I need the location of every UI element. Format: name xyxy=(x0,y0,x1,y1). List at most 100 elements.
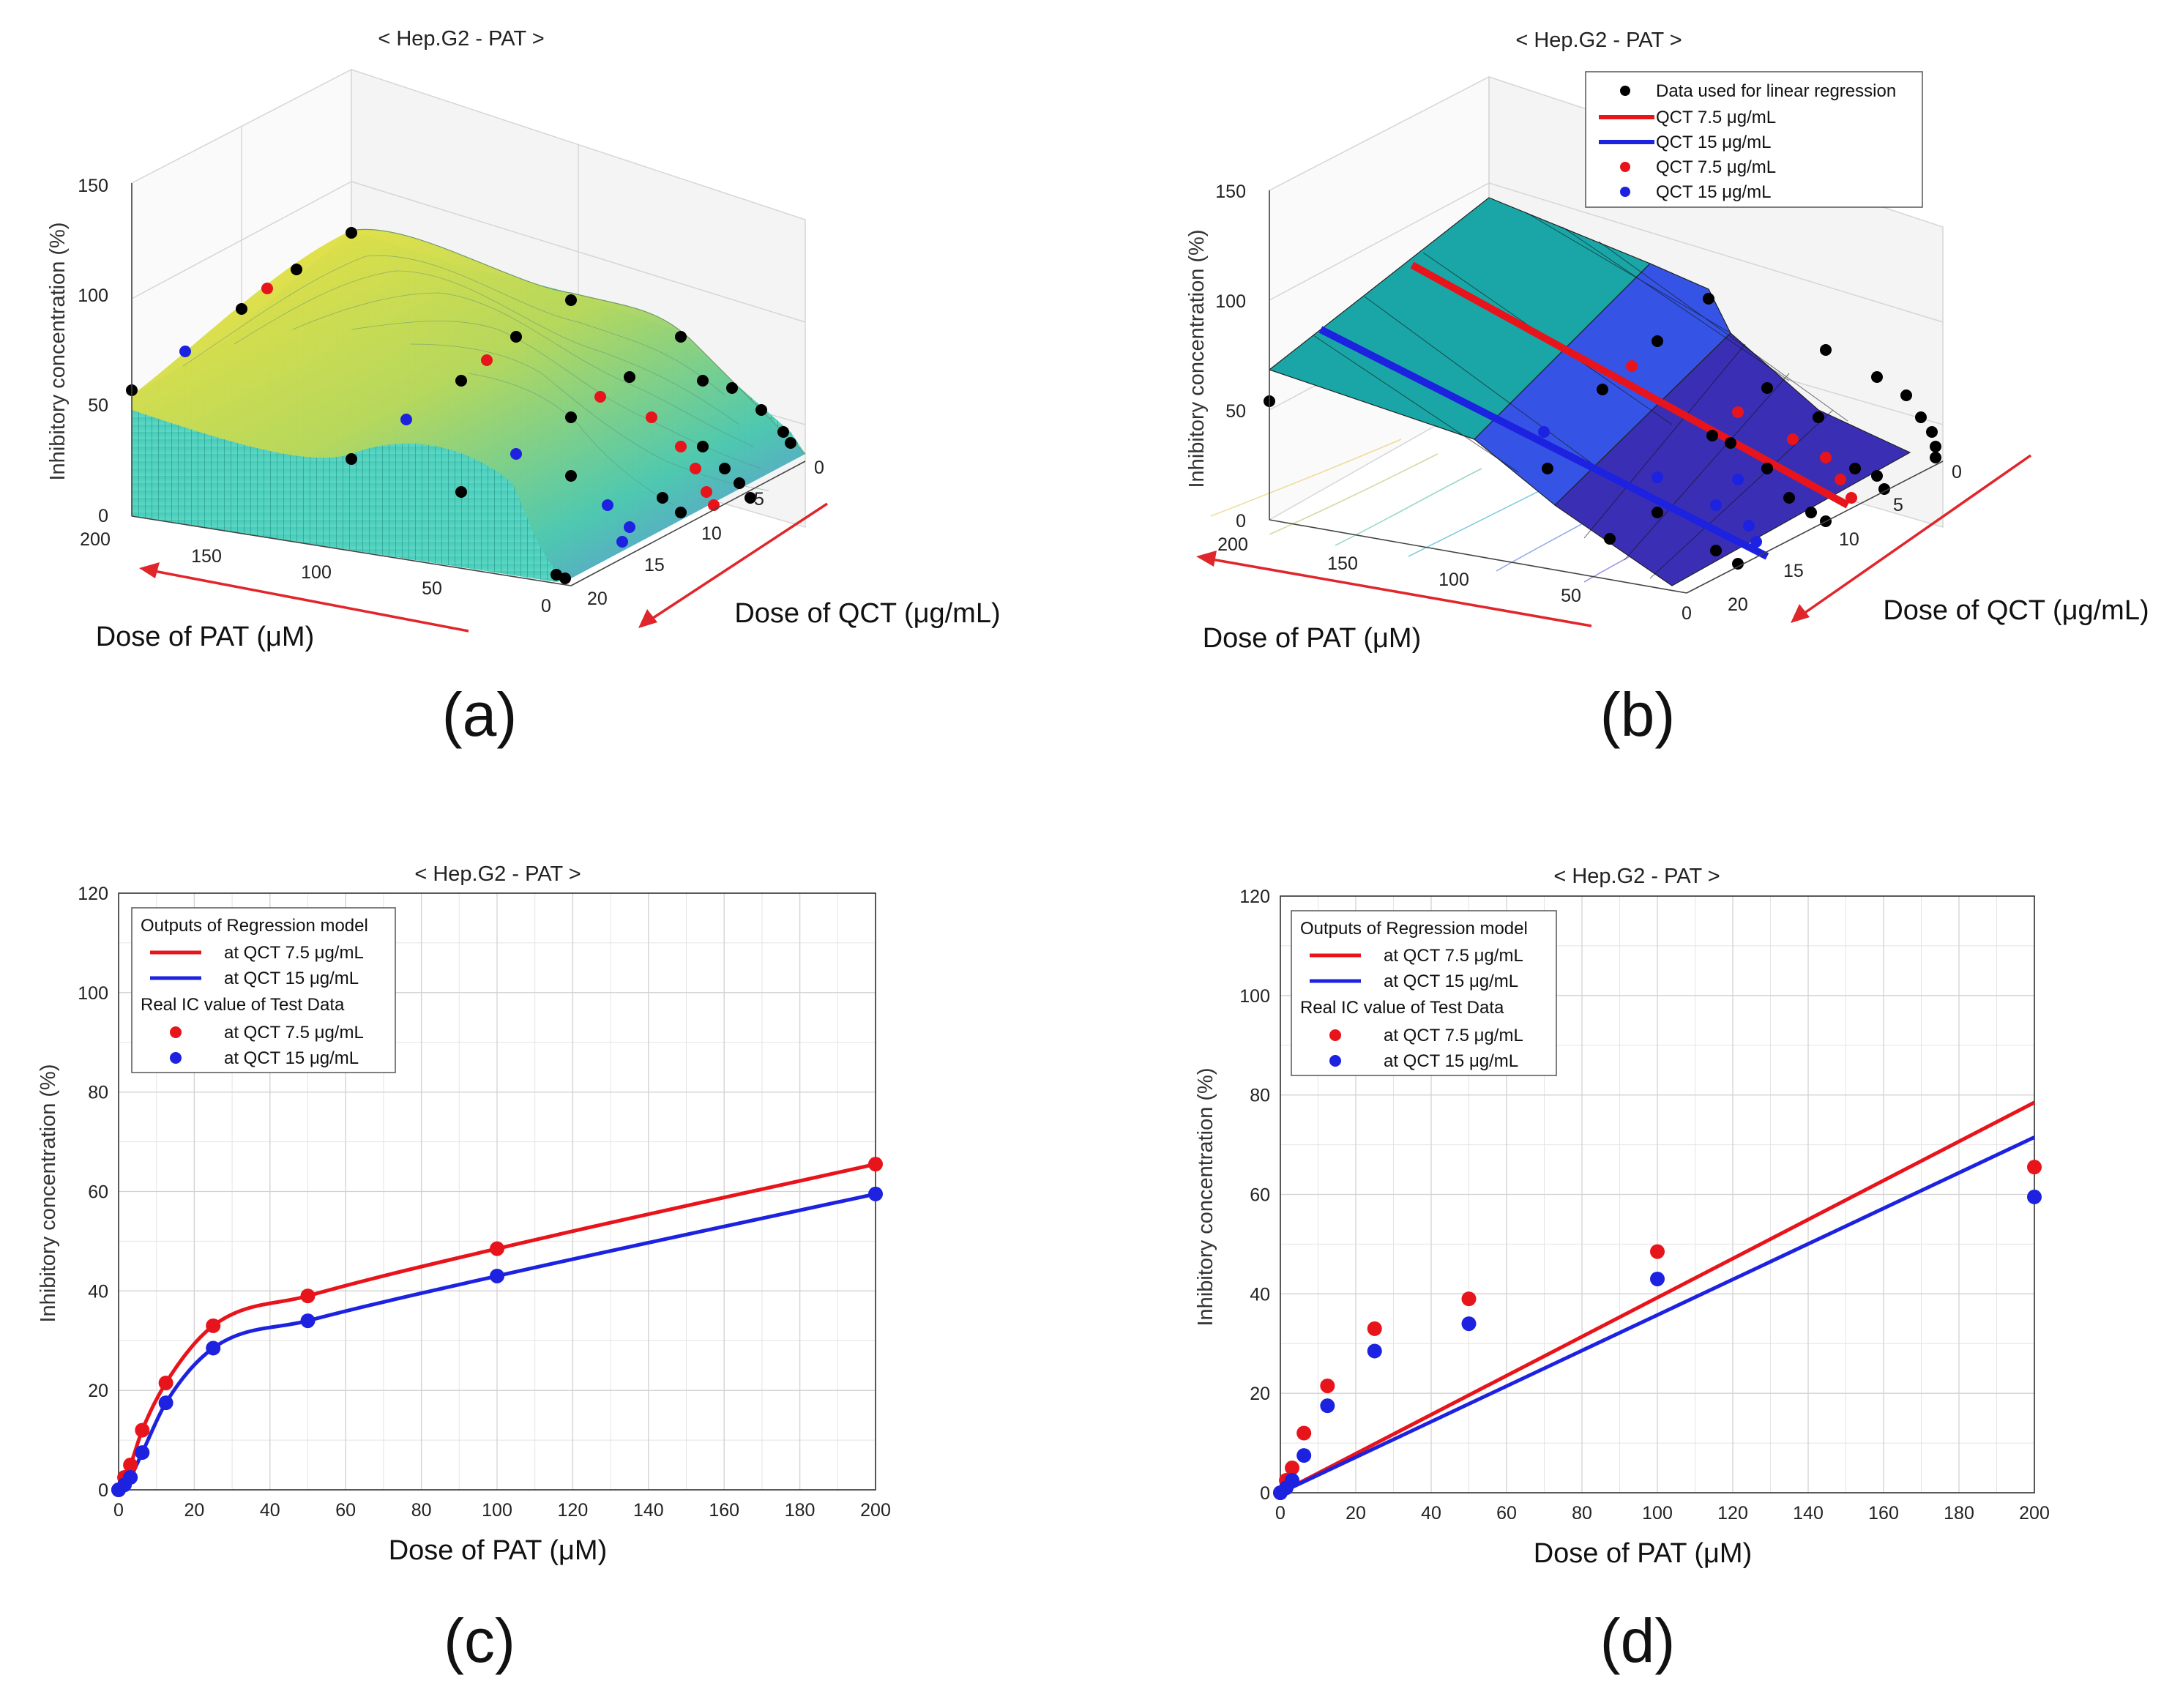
legend-marker-blue xyxy=(1329,1055,1341,1067)
legend-marker-red xyxy=(170,1026,182,1038)
x-tick-label: 60 xyxy=(335,1500,356,1521)
pat-tick: 200 xyxy=(80,529,111,550)
z-tick: 100 xyxy=(78,286,108,306)
series-line-0 xyxy=(1279,1100,2036,1495)
x-tick-label: 200 xyxy=(2019,1503,2050,1524)
z-axis-label: Inhibitory concentration (%) xyxy=(46,223,70,481)
x-ticks-c: 0 20 40 60 80 100 120 140 160 180 200 xyxy=(113,1500,891,1521)
data-point xyxy=(1285,1461,1300,1476)
x-tick-label: 80 xyxy=(1572,1503,1592,1524)
data-point xyxy=(123,1458,138,1473)
data-point xyxy=(300,1313,316,1329)
data-point xyxy=(1320,1378,1335,1393)
x-tick-label: 160 xyxy=(1868,1503,1899,1524)
y-axis-label: Inhibitory concentration (%) xyxy=(37,1064,60,1323)
legend-label: at QCT 7.5 μg/mL xyxy=(224,943,364,963)
y-tick-label: 80 xyxy=(88,1083,108,1103)
legend-label: at QCT 15 μg/mL xyxy=(1384,1051,1518,1071)
panel-a: 0 50 100 150 200 150 100 50 0 0 5 10 15 … xyxy=(0,0,1086,769)
data-point xyxy=(1285,1473,1300,1488)
x-tick-label: 40 xyxy=(1421,1503,1441,1524)
data-point xyxy=(2027,1160,2042,1175)
data-point xyxy=(123,1470,138,1485)
z-tick: 150 xyxy=(1215,182,1246,202)
pat-tick: 0 xyxy=(1682,603,1692,624)
chart-title: < Hep.G2 - PAT > xyxy=(378,27,544,51)
legend-marker-black xyxy=(1620,86,1630,96)
x-axis-label: Dose of PAT (μM) xyxy=(1534,1538,1753,1569)
data-point xyxy=(2027,1189,2042,1204)
legend-label: at QCT 15 μg/mL xyxy=(224,1048,359,1068)
qct-tick: 10 xyxy=(701,523,722,544)
y-tick-label: 60 xyxy=(1250,1185,1270,1206)
qct-tick: 15 xyxy=(644,555,665,575)
legend-marker-red xyxy=(1329,1029,1341,1041)
y-axis-label: Inhibitory concentration (%) xyxy=(1194,1068,1217,1327)
x-tick-label: 120 xyxy=(558,1500,589,1521)
legend-label: at QCT 15 μg/mL xyxy=(1384,972,1518,991)
x-tick-label: 100 xyxy=(482,1500,512,1521)
pat-axis-label: Dose of PAT (μM) xyxy=(96,622,315,652)
legend-d: Outputs of Regression model at QCT 7.5 μ… xyxy=(1291,910,1557,1076)
qct-tick: 0 xyxy=(814,458,824,478)
legend-marker-blue xyxy=(1620,187,1630,197)
pat-tick: 200 xyxy=(1217,534,1248,555)
z-axis-label: Inhibitory concentration (%) xyxy=(1185,230,1209,488)
pat-tick: 150 xyxy=(1327,553,1358,574)
y-tick-label: 0 xyxy=(98,1480,108,1501)
legend-c: Outputs of Regression model at QCT 7.5 μ… xyxy=(131,907,396,1073)
pat-tick: 0 xyxy=(541,596,551,616)
legend-label: QCT 7.5 μg/mL xyxy=(1656,157,1776,177)
pat-tick: 50 xyxy=(422,578,442,599)
qct-ticks-a: 0 5 10 15 20 xyxy=(587,458,824,609)
pat-tick: 150 xyxy=(191,546,222,567)
markers-a xyxy=(126,227,796,584)
chart-title: < Hep.G2 - PAT > xyxy=(1553,865,1720,888)
y-tick-label: 100 xyxy=(1239,986,1270,1007)
x-tick-label: 160 xyxy=(709,1500,739,1521)
data-point xyxy=(490,1268,504,1283)
legend-b: Data used for linear regression QCT 7.5 … xyxy=(1585,71,1923,208)
data-point xyxy=(868,1186,883,1201)
pat-tick: 100 xyxy=(301,562,332,583)
z-tick: 100 xyxy=(1215,291,1246,312)
data-point xyxy=(1650,1271,1665,1286)
x-tick-label: 140 xyxy=(1793,1503,1824,1524)
legend-label: at QCT 7.5 μg/mL xyxy=(1384,946,1523,966)
panel-label: (c) xyxy=(444,1606,515,1675)
x-tick-label: 140 xyxy=(633,1500,664,1521)
legend-header: Real IC value of Test Data xyxy=(141,995,345,1015)
legend-label: Data used for linear regression xyxy=(1656,81,1896,101)
qct-ticks-b: 0 5 10 15 20 xyxy=(1728,462,1962,615)
data-point xyxy=(135,1422,150,1438)
pat-ticks-b: 200 150 100 50 0 xyxy=(1217,534,1692,624)
arrow-pat-b xyxy=(1196,551,1592,627)
arrow-qct-a xyxy=(638,502,828,628)
pat-tick: 50 xyxy=(1561,586,1581,606)
panel-c-svg: 0 20 40 60 80 100 120 140 160 180 200 0 20 40 60 80 100… xyxy=(37,862,891,1675)
series-d xyxy=(1273,1100,2042,1500)
legend-label: QCT 15 μg/mL xyxy=(1656,182,1771,202)
regression-surface-a xyxy=(132,228,806,582)
y-tick-label: 60 xyxy=(88,1182,108,1203)
qct-tick: 5 xyxy=(754,489,764,510)
chart-title: < Hep.G2 - PAT > xyxy=(1515,29,1682,52)
panel-d: 0 20 40 60 80 100 120 140 160 180 200 0 20 40 60 80 100… xyxy=(1086,820,2172,1708)
data-point xyxy=(1461,1291,1477,1307)
x-ticks-d: 0 20 40 60 80 100 120 140 160 180 200 xyxy=(1275,1503,2050,1524)
axes-lines-a xyxy=(131,183,806,586)
arrow-qct-b xyxy=(1791,454,2032,623)
panel-label: (a) xyxy=(442,680,518,749)
x-tick-label: 60 xyxy=(1496,1503,1517,1524)
x-tick-label: 80 xyxy=(411,1500,432,1521)
y-tick-label: 20 xyxy=(1250,1384,1270,1404)
data-point xyxy=(490,1241,504,1256)
data-point xyxy=(206,1340,221,1356)
qct-tick: 15 xyxy=(1783,561,1804,581)
regression-line-7-5-b xyxy=(1410,261,1850,509)
data-point xyxy=(868,1157,883,1172)
x-tick-label: 20 xyxy=(1346,1503,1366,1524)
regression-line-15-b xyxy=(1318,326,1769,560)
qct-tick: 10 xyxy=(1839,529,1859,550)
qct-tick: 5 xyxy=(1893,495,1903,515)
